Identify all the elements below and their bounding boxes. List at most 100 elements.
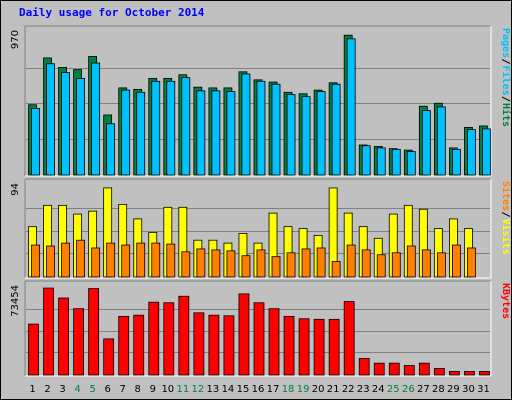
kbytes-bar-day-29 (449, 371, 460, 376)
legend-separator: / (500, 59, 511, 65)
files-bar-day-30 (467, 129, 476, 176)
kbytes-bar-day-28 (433, 368, 445, 376)
sites-bar-day-20 (316, 247, 326, 278)
x-tick-label-day-21: 21 (327, 384, 340, 395)
x-tick-label-day-20: 20 (312, 384, 325, 395)
files-bar-day-19 (301, 96, 311, 176)
files-bar-day-21 (331, 83, 341, 176)
x-tick-label-day-3: 3 (59, 384, 65, 395)
y-max-label: 73454 (10, 285, 21, 317)
kbytes-bar-day-10 (163, 302, 175, 376)
x-tick-label-day-8: 8 (135, 384, 141, 395)
kbytes-bar-day-7 (118, 315, 130, 376)
kbytes-bar-day-5 (88, 288, 100, 376)
files-bar-day-7 (121, 89, 131, 176)
x-tick-label-day-28: 28 (432, 384, 445, 395)
sites-bar-day-8 (136, 242, 146, 278)
sites-bar-day-7 (121, 244, 131, 278)
kbytes-bar-day-1 (28, 323, 39, 376)
x-tick-label-day-17: 17 (267, 384, 280, 395)
sites-bar-day-26 (406, 245, 416, 278)
kbytes-bar-day-21 (328, 318, 340, 376)
sites-bar-day-15 (241, 255, 251, 278)
legend-visits: Visits (500, 219, 512, 255)
files-bar-day-10 (166, 80, 176, 176)
sites-bar-day-4 (76, 239, 85, 278)
legend-pages: Pages (500, 28, 511, 58)
chart-title: Daily usage for October 2014 (19, 6, 205, 19)
files-bar-day-26 (406, 151, 416, 176)
files-bar-day-14 (226, 91, 236, 176)
files-bar-day-12 (196, 90, 206, 176)
x-tick-label-day-12: 12 (192, 384, 205, 395)
sites-bar-day-29 (452, 244, 461, 278)
sites-bar-day-18 (286, 252, 296, 278)
sites-bar-day-27 (421, 249, 431, 278)
kbytes-bar-day-20 (313, 318, 325, 376)
legend-separator: / (500, 212, 511, 218)
files-bar-day-24 (376, 147, 386, 176)
kbytes-bar-day-22 (343, 301, 355, 376)
files-bar-day-29 (452, 148, 461, 176)
x-tick-label-day-11: 11 (176, 384, 189, 395)
kbytes-bar-day-17 (268, 308, 280, 376)
x-tick-label-day-30: 30 (462, 384, 475, 395)
kbytes-bar-day-25 (388, 362, 400, 376)
sites-bar-day-21 (331, 261, 341, 278)
files-bar-day-20 (316, 91, 326, 176)
sites-bar-day-14 (226, 250, 236, 278)
x-tick-label-day-19: 19 (297, 384, 310, 395)
files-bar-day-18 (286, 94, 296, 176)
legend-files: Files (500, 66, 512, 96)
x-tick-label-day-6: 6 (104, 384, 110, 395)
kbytes-bar-day-9 (148, 301, 160, 376)
kbytes-bar-day-4 (73, 308, 84, 376)
sites-bar-day-9 (151, 242, 161, 278)
kbytes-bar-day-14 (223, 315, 235, 376)
x-tick-label-day-18: 18 (282, 384, 295, 395)
files-bar-day-13 (211, 90, 221, 176)
y-max-label: 970 (10, 30, 21, 49)
files-bar-day-16 (256, 80, 266, 176)
kbytes-bar-day-16 (253, 302, 265, 376)
sites-bar-day-17 (271, 256, 281, 278)
y-max-label: 94 (10, 183, 21, 196)
files-bar-day-15 (241, 73, 251, 176)
sites-bar-day-23 (361, 249, 371, 278)
legend-hits: Hits (500, 103, 512, 127)
x-tick-label-day-7: 7 (120, 384, 126, 395)
kbytes-bar-day-12 (193, 312, 205, 376)
x-tick-label-day-26: 26 (402, 384, 415, 395)
x-tick-label-day-13: 13 (207, 384, 220, 395)
sites-bar-day-2 (46, 245, 55, 278)
sites-bar-day-10 (166, 243, 176, 278)
sites-bar-day-22 (346, 244, 356, 278)
files-bar-day-5 (91, 62, 101, 176)
sites-bar-day-24 (376, 254, 386, 278)
x-tick-label-day-24: 24 (372, 384, 385, 395)
files-bar-day-31 (482, 128, 491, 176)
sites-bar-day-19 (301, 248, 311, 278)
x-tick-label-day-9: 9 (150, 384, 156, 395)
files-bar-day-8 (136, 91, 146, 176)
files-bar-day-1 (31, 107, 40, 176)
kbytes-bar-day-26 (403, 365, 415, 376)
x-tick-label-day-15: 15 (237, 384, 250, 395)
files-bar-day-4 (76, 77, 85, 176)
x-tick-label-day-14: 14 (222, 384, 235, 395)
x-tick-label-day-1: 1 (29, 384, 35, 395)
files-bar-day-17 (271, 83, 281, 176)
kbytes-bar-day-19 (298, 318, 310, 376)
x-tick-label-day-27: 27 (417, 384, 430, 395)
kbytes-bar-day-11 (178, 295, 190, 376)
files-bar-day-2 (46, 63, 55, 176)
legend-separator: / (500, 96, 511, 102)
legend-kbytes: KBytes (500, 283, 511, 319)
kbytes-bar-day-3 (58, 297, 69, 376)
sites-bar-day-1 (31, 244, 40, 278)
x-tick-label-day-29: 29 (447, 384, 460, 395)
files-bar-day-28 (436, 106, 446, 176)
files-bar-day-25 (391, 148, 401, 176)
kbytes-bar-day-31 (479, 371, 490, 376)
x-tick-label-day-5: 5 (89, 384, 95, 395)
